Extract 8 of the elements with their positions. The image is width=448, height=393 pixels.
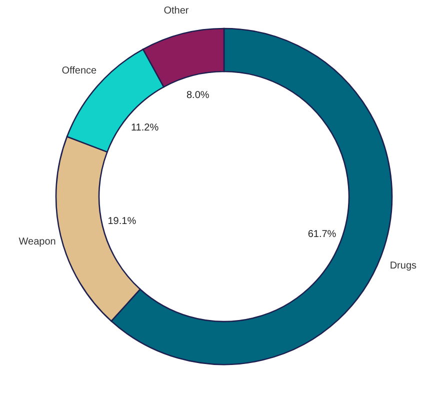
data-label: 19.1% (108, 216, 136, 228)
slice-label: Drugs (390, 260, 417, 272)
slice-label: Weapon (18, 236, 56, 248)
data-label: 11.2% (130, 122, 159, 134)
data-label: 61.7% (308, 229, 336, 240)
data-label: 8.0% (186, 90, 210, 101)
slice-label: Other (164, 6, 190, 17)
slice-label: Offence (62, 65, 98, 76)
